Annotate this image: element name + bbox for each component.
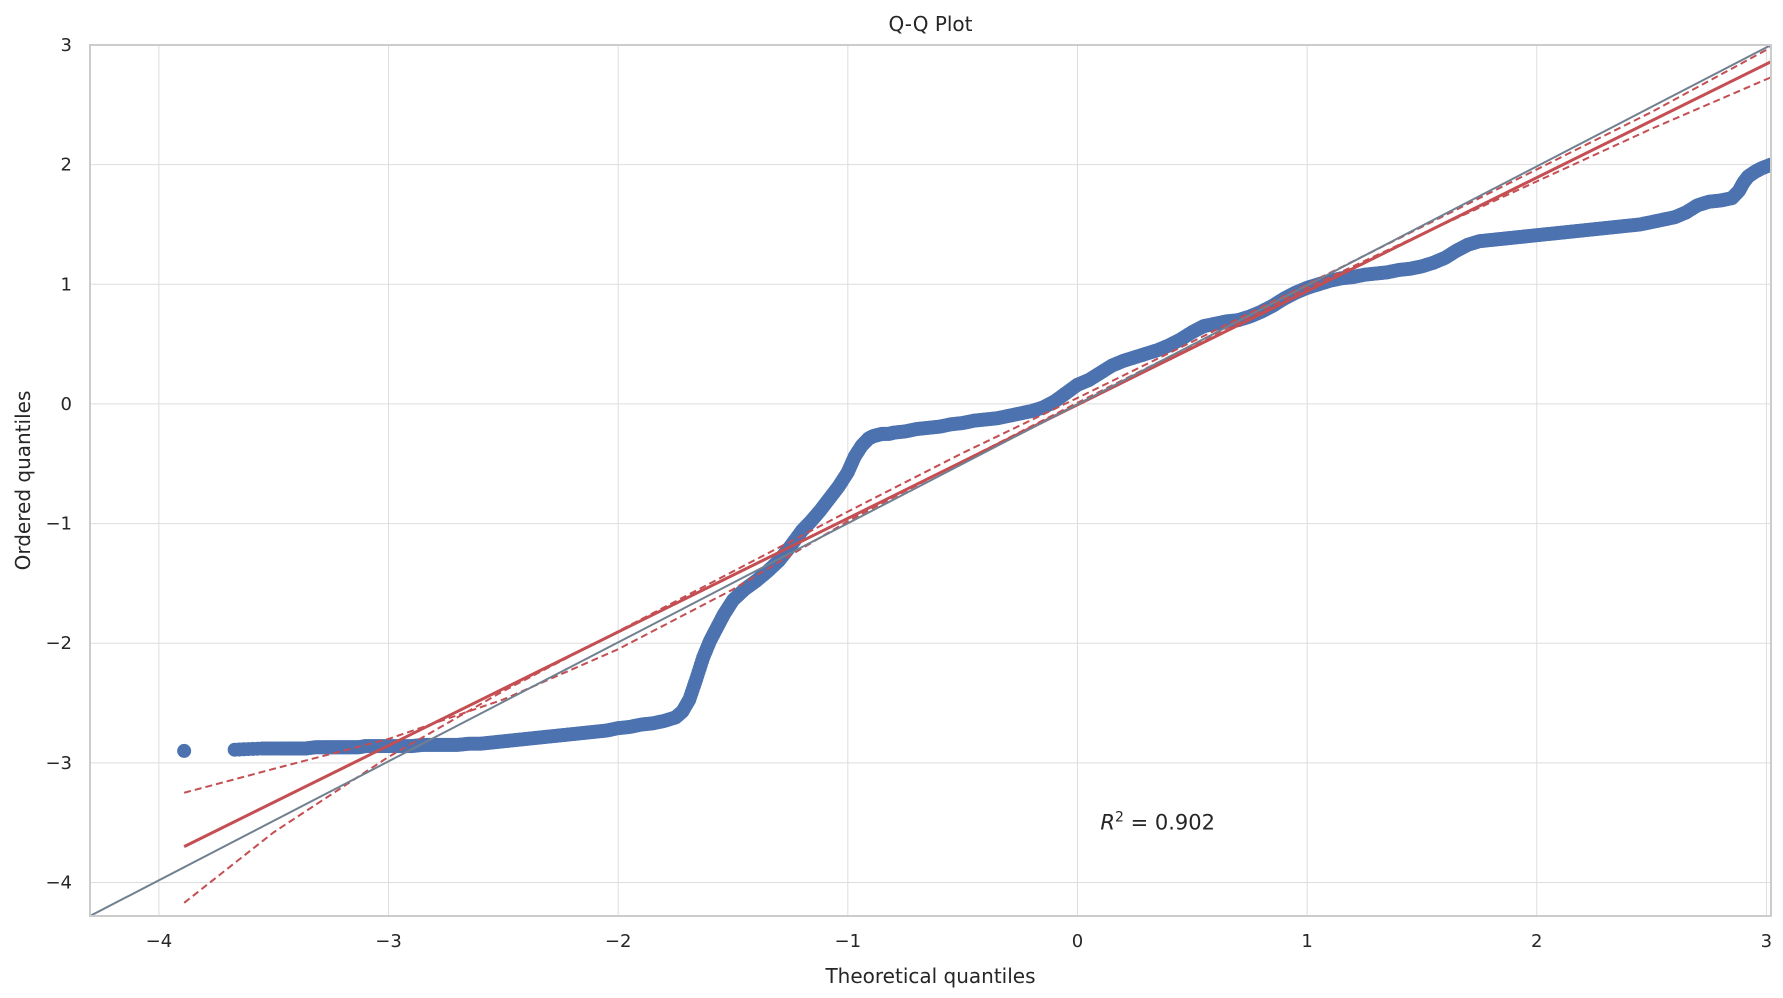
y-tick-label: −1	[45, 514, 72, 535]
text-layer: Q-Q Plot Theoretical quantiles Ordered q…	[11, 12, 1215, 988]
x-tick-label: −4	[146, 931, 173, 952]
x-tick-label: 2	[1531, 931, 1542, 952]
scatter-point	[177, 743, 192, 758]
y-tick-label: −2	[45, 633, 72, 654]
y-tick-label: 1	[61, 274, 72, 295]
r-squared-annotation: R2 = 0.902	[1100, 810, 1215, 835]
x-tick-label: −2	[605, 931, 632, 952]
x-tick-label: 0	[1072, 931, 1083, 952]
plot-layer	[90, 45, 1771, 916]
confidence-band-line	[183, 76, 1771, 794]
grid-layer	[90, 44, 1771, 916]
plot-frame	[89, 44, 1772, 917]
y-tick-label: −3	[45, 753, 72, 774]
x-tick-label: 1	[1301, 931, 1312, 952]
confidence-band-line	[183, 46, 1771, 904]
y-tick-label: −4	[45, 873, 72, 894]
fit-line	[183, 60, 1771, 848]
x-tick-label: 3	[1761, 931, 1772, 952]
scatter-series	[177, 157, 1771, 758]
y-tick-label: 3	[61, 35, 72, 56]
y-axis-title: Ordered quantiles	[11, 391, 35, 571]
r-squared-symbol: R	[1100, 811, 1115, 835]
y-tick-label: 0	[61, 394, 72, 415]
x-tick-label: −3	[375, 931, 402, 952]
chart-title: Q-Q Plot	[888, 12, 972, 36]
r-squared-exponent: 2	[1115, 810, 1124, 826]
x-tick-label: −1	[835, 931, 862, 952]
x-axis-title: Theoretical quantiles	[824, 964, 1035, 988]
reference-line	[90, 45, 1771, 916]
scatter-point	[1764, 157, 1771, 172]
y-tick-label: 2	[61, 155, 72, 176]
axis-layer: −4 −3 −2 −1 0 1 2 3 −4 −3 −2 −1 0 1 2 3	[45, 35, 1772, 952]
r-squared-value: = 0.902	[1124, 811, 1215, 835]
